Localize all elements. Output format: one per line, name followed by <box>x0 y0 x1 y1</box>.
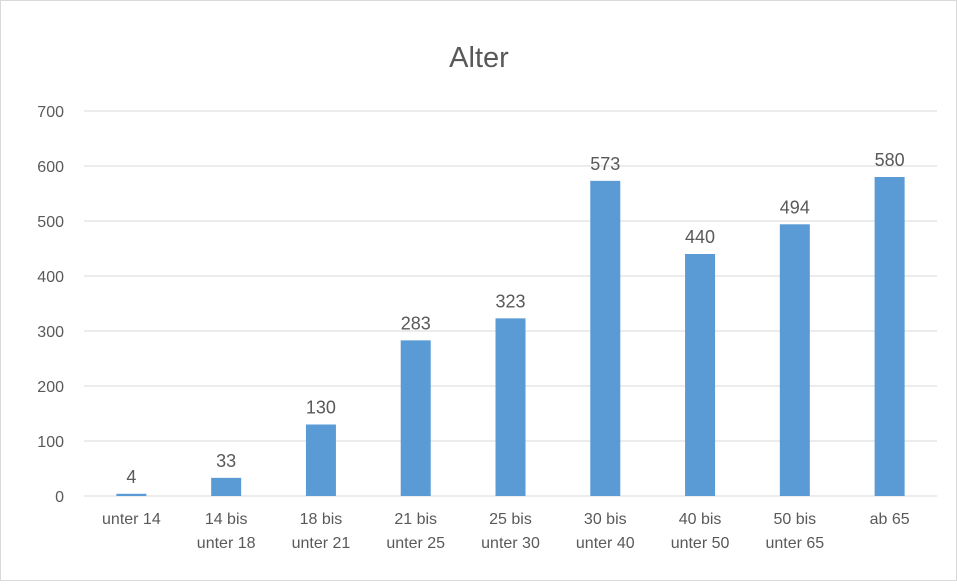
x-tick-label-line: unter 14 <box>102 511 161 528</box>
x-tick-label-line: 25 bis <box>489 511 532 528</box>
bar <box>400 340 431 496</box>
x-tick-label-line: unter 50 <box>671 535 730 552</box>
y-axis-tick-labels: 0 100 200 300 400 500 600 700 <box>37 104 64 506</box>
x-tick-label: ab 65 <box>870 511 910 528</box>
y-tick-label: 100 <box>37 434 64 451</box>
bar <box>495 318 526 496</box>
data-label: 323 <box>495 291 525 311</box>
data-label: 4 <box>126 467 136 487</box>
x-tick-label-line: unter 40 <box>576 535 635 552</box>
y-tick-label: 400 <box>37 269 64 286</box>
bar <box>590 180 621 496</box>
x-tick-label: 50 bis unter 65 <box>765 511 824 552</box>
y-tick-label: 600 <box>37 159 64 176</box>
x-tick-label-line: 30 bis <box>584 511 627 528</box>
y-tick-label: 700 <box>37 104 64 121</box>
x-tick-label-line: unter 18 <box>197 535 256 552</box>
x-tick-label-line: unter 21 <box>292 535 351 552</box>
bar <box>305 424 336 496</box>
x-tick-label-line: unter 30 <box>481 535 540 552</box>
bar <box>779 224 810 497</box>
x-axis-tick-labels: unter 14 14 bis unter 18 18 bis unter 21 21 b… <box>102 511 910 552</box>
x-tick-label: 14 bis unter 18 <box>197 511 256 552</box>
bar <box>874 177 905 496</box>
bar <box>685 254 716 496</box>
bar <box>211 477 242 496</box>
bars <box>116 177 905 497</box>
x-tick-label: 25 bis unter 30 <box>481 511 540 552</box>
bar <box>116 493 147 496</box>
data-label: 440 <box>685 227 715 247</box>
x-tick-label-line: unter 65 <box>765 535 824 552</box>
x-tick-label: 30 bis unter 40 <box>576 511 635 552</box>
data-label: 33 <box>216 451 236 471</box>
y-tick-label: 0 <box>55 489 64 506</box>
y-tick-label: 300 <box>37 324 64 341</box>
x-tick-label: 18 bis unter 21 <box>292 511 351 552</box>
x-tick-label: 21 bis unter 25 <box>386 511 445 552</box>
x-tick-label-line: ab 65 <box>870 511 910 528</box>
x-tick-label-line: 14 bis <box>205 511 248 528</box>
x-tick-label-line: 21 bis <box>394 511 437 528</box>
x-tick-label: unter 14 <box>102 511 161 528</box>
data-label: 130 <box>306 398 336 418</box>
x-tick-label: 40 bis unter 50 <box>671 511 730 552</box>
x-tick-label-line: 50 bis <box>773 511 816 528</box>
data-label: 573 <box>590 154 620 174</box>
data-label: 494 <box>780 197 810 217</box>
y-tick-label: 200 <box>37 379 64 396</box>
x-tick-label-line: 18 bis <box>300 511 343 528</box>
data-label: 283 <box>401 313 431 333</box>
y-tick-label: 500 <box>37 214 64 231</box>
x-tick-label-line: unter 25 <box>386 535 445 552</box>
chart-title: Alter <box>449 42 509 74</box>
data-label: 580 <box>875 150 905 170</box>
data-labels: 4 33 130 283 323 573 440 494 580 <box>126 150 904 487</box>
x-tick-label-line: 40 bis <box>679 511 722 528</box>
